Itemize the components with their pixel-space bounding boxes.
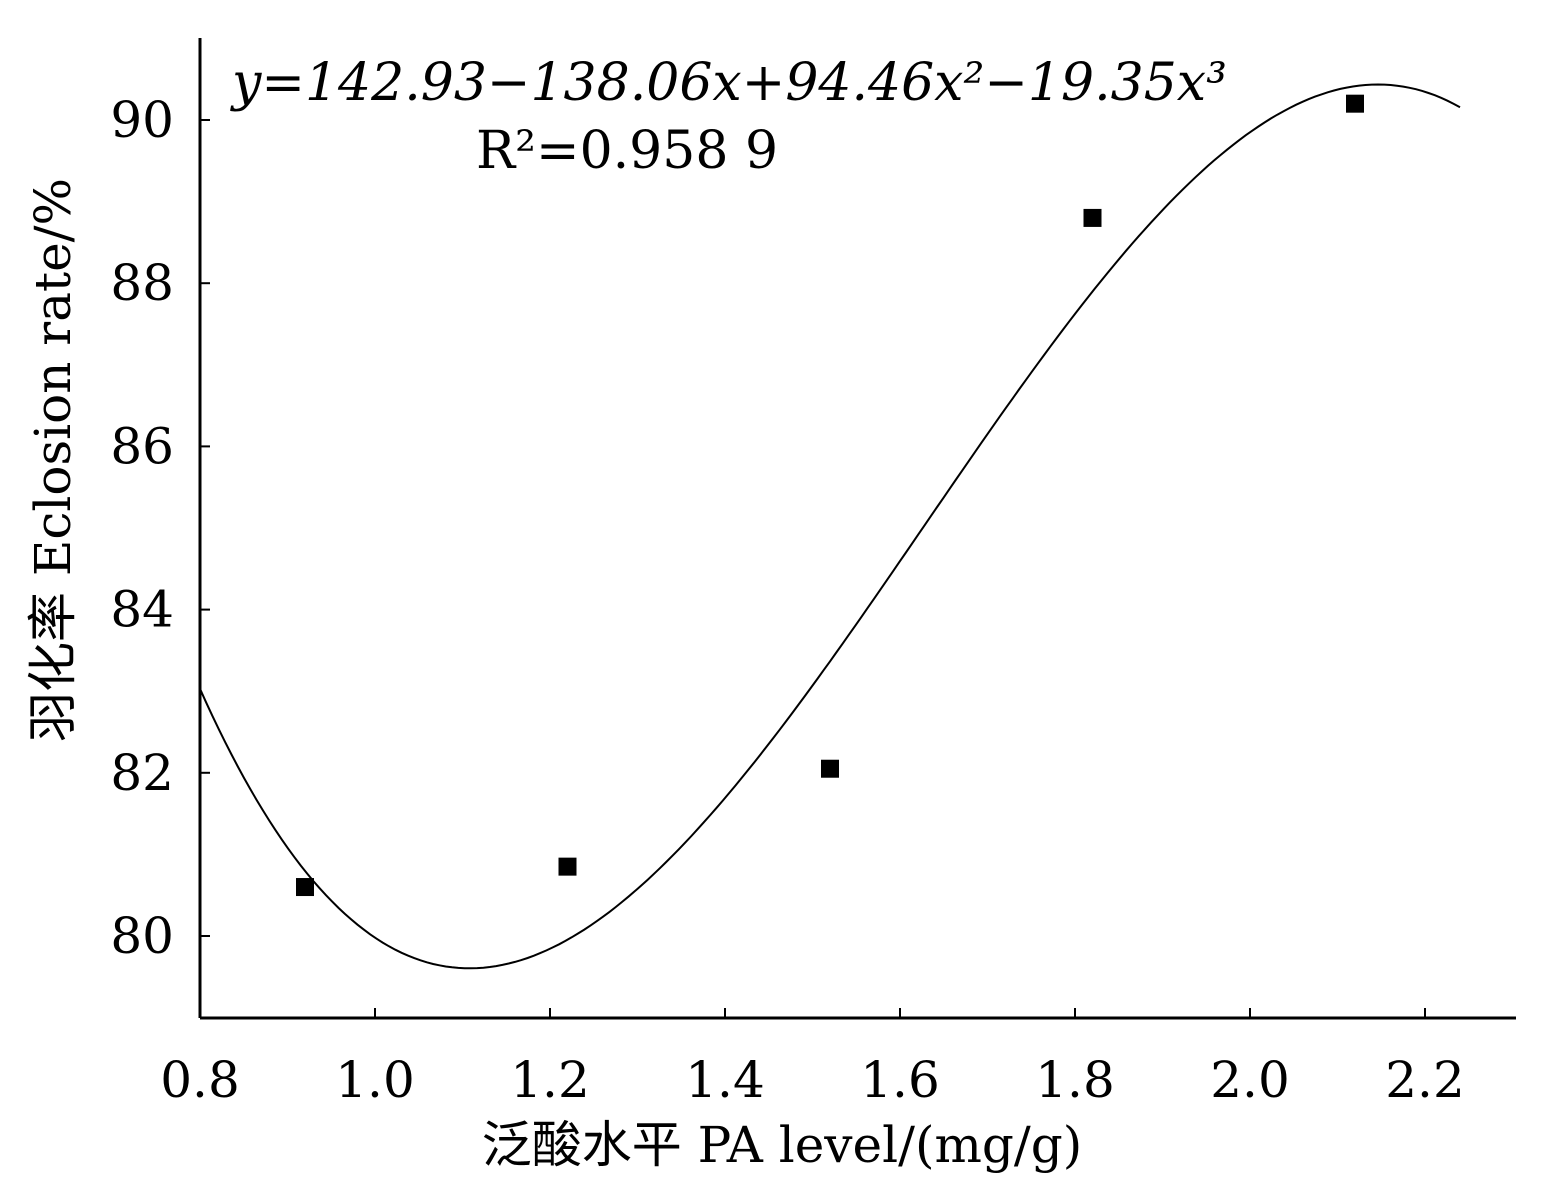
fit-equation: y=142.93−138.06x+94.46x²−19.35x³ — [230, 53, 1227, 113]
y-tick-label: 88 — [110, 254, 174, 312]
y-axis-ticks: 80 82 84 86 88 90 — [110, 91, 210, 965]
y-tick-label: 84 — [110, 581, 174, 639]
y-tick-label: 90 — [110, 91, 174, 149]
data-points — [296, 94, 1364, 897]
y-tick-label: 80 — [110, 907, 174, 965]
data-point — [821, 759, 839, 778]
x-tick-label: 2.0 — [1210, 1051, 1290, 1109]
x-tick-label: 0.8 — [160, 1051, 240, 1109]
x-tick-label: 2.2 — [1385, 1051, 1465, 1109]
y-tick-label: 82 — [110, 744, 174, 802]
x-tick-label: 1.0 — [335, 1051, 415, 1109]
data-point — [1083, 208, 1102, 227]
x-axis-title: 泛酸水平 PA level/(mg/g) — [482, 1116, 1083, 1174]
data-point — [1346, 94, 1364, 113]
x-tick-label: 1.6 — [860, 1051, 940, 1109]
y-tick-label: 86 — [110, 417, 174, 475]
data-point — [558, 857, 577, 876]
x-tick-label: 1.4 — [685, 1051, 765, 1109]
x-tick-label: 1.2 — [510, 1051, 590, 1109]
x-tick-label: 1.8 — [1035, 1051, 1115, 1109]
data-point — [296, 878, 314, 897]
fit-curve — [199, 83, 1461, 970]
x-axis-ticks: 0.8 1.0 1.2 1.4 1.6 1.8 2.0 2.2 — [160, 1008, 1465, 1109]
fit-r-squared: R²=0.958 9 — [476, 121, 778, 181]
y-axis-title: 羽化率 Eclosion rate/% — [24, 178, 82, 742]
